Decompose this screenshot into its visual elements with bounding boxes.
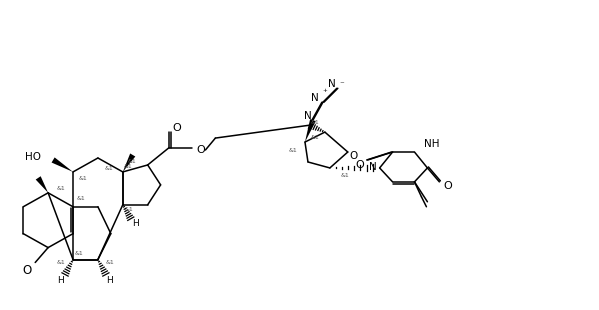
Text: ⁻: ⁻ bbox=[340, 80, 344, 89]
Text: &1: &1 bbox=[310, 120, 319, 125]
Text: O: O bbox=[172, 123, 181, 133]
Text: O: O bbox=[443, 181, 452, 191]
Text: H: H bbox=[107, 276, 113, 285]
Text: N: N bbox=[311, 93, 319, 103]
Text: &1: &1 bbox=[340, 173, 349, 179]
Text: O: O bbox=[23, 264, 32, 277]
Text: &1: &1 bbox=[104, 166, 113, 171]
Polygon shape bbox=[305, 119, 316, 142]
Text: &1: &1 bbox=[123, 164, 132, 170]
Text: N: N bbox=[304, 111, 312, 121]
Text: &1: &1 bbox=[125, 207, 133, 212]
Text: N: N bbox=[328, 79, 335, 89]
Text: &1: &1 bbox=[57, 186, 65, 191]
Text: O: O bbox=[196, 145, 205, 155]
Text: N: N bbox=[369, 162, 377, 172]
Text: &1: &1 bbox=[77, 196, 86, 201]
Text: ⁺: ⁺ bbox=[322, 88, 327, 97]
Text: &1: &1 bbox=[57, 260, 65, 265]
Text: NH: NH bbox=[425, 139, 440, 149]
Text: &1: &1 bbox=[289, 148, 298, 153]
Polygon shape bbox=[123, 153, 135, 172]
Text: &1: &1 bbox=[78, 176, 87, 181]
Text: &1: &1 bbox=[128, 159, 136, 165]
Text: HO: HO bbox=[25, 152, 41, 162]
Polygon shape bbox=[52, 157, 73, 172]
Text: O: O bbox=[355, 160, 364, 170]
Text: H: H bbox=[57, 276, 63, 285]
Polygon shape bbox=[36, 176, 48, 193]
Text: H: H bbox=[132, 219, 139, 228]
Text: O: O bbox=[350, 151, 358, 161]
Text: &1: &1 bbox=[75, 251, 83, 256]
Text: &1: &1 bbox=[310, 135, 319, 140]
Text: &1: &1 bbox=[105, 260, 114, 265]
